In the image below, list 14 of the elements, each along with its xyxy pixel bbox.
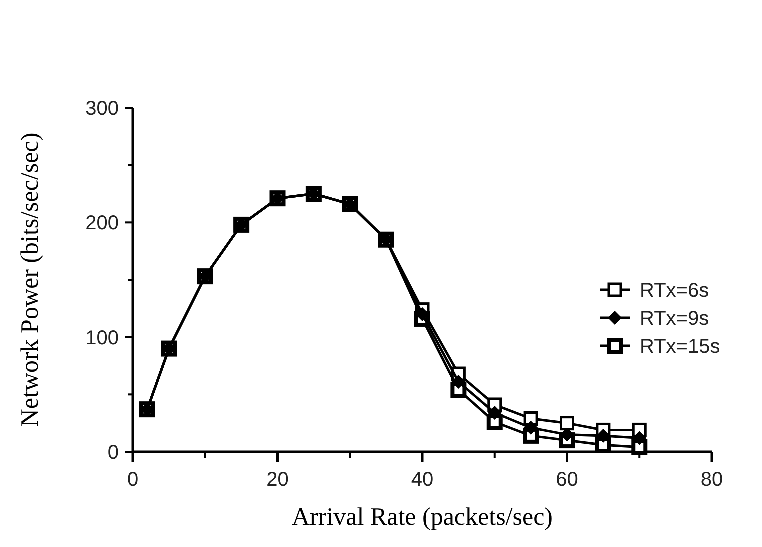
y-tick-label: 200: [86, 212, 119, 235]
x-tick-label: 80: [700, 469, 724, 491]
x-tick-label: 0: [127, 469, 139, 491]
y-axis-title: Network Power (bits/sec/sec): [17, 132, 44, 428]
legend-label: RTx=15s: [640, 336, 720, 358]
x-tick-label: 40: [411, 469, 434, 491]
y-tick-label: 300: [86, 98, 119, 120]
x-tick-label: 20: [266, 469, 289, 491]
y-tick-label: 100: [86, 327, 119, 350]
legend-label: RTx=6s: [640, 280, 710, 302]
x-tick-label: 60: [556, 469, 578, 491]
legend-label: RTx=9s: [640, 308, 710, 330]
y-tick-label: 0: [108, 442, 119, 464]
x-axis-title: Arrival Rate (packets/sec): [292, 504, 553, 531]
